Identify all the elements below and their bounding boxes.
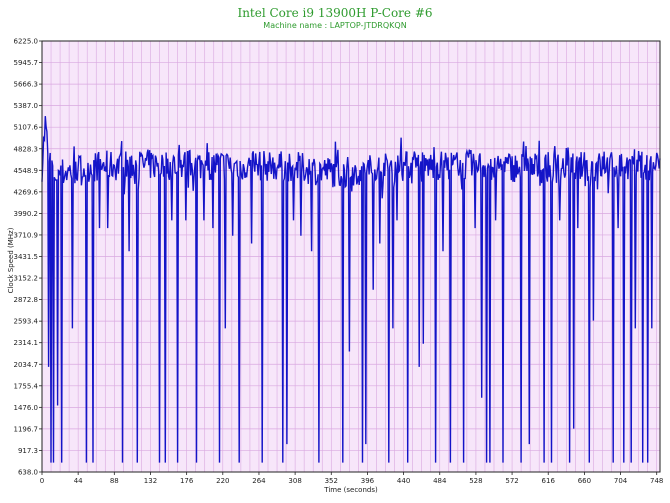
y-axis-label: Clock Speed (MHz) [7,227,15,293]
x-tick-label: 132 [144,477,157,485]
y-tick-label: 3710.9 [14,231,39,239]
x-tick-label: 44 [74,477,83,485]
y-tick-label: 4269.6 [14,188,39,196]
x-tick-label: 660 [578,477,591,485]
y-tick-label: 2593.4 [14,318,39,326]
y-tick-label: 3152.2 [14,275,39,283]
y-tick-label: 5666.3 [14,81,39,89]
x-tick-label: 528 [469,477,482,485]
x-tick-label: 88 [110,477,119,485]
x-tick-label: 352 [325,477,338,485]
x-tick-label: 440 [397,477,410,485]
x-tick-label: 704 [614,477,628,485]
x-tick-label: 572 [505,477,518,485]
y-tick-label: 1196.7 [14,425,39,433]
y-tick-label: 638.0 [18,469,38,477]
x-tick-label: 264 [252,477,266,485]
x-axis: 0 44 88 132 176 220 264 308 352 396 440 484 528 572 61… [40,472,663,485]
x-tick-label: 308 [288,477,301,485]
series-line [41,116,661,463]
x-tick-label: 616 [542,477,556,485]
x-tick-label: 0 [40,477,44,485]
x-tick-label: 396 [361,477,375,485]
chart-subtitle: Machine name : LAPTOP-JTDRQKQN [263,21,407,30]
y-tick-label: 2872.8 [14,296,39,304]
plot-border [41,40,661,473]
x-tick-label: 220 [216,477,229,485]
y-tick-label: 1755.4 [14,382,39,390]
y-tick-label: 5387.0 [14,102,39,110]
x-axis-label: Time (seconds) [323,486,378,494]
y-tick-label: 5107.6 [14,124,39,132]
x-tick-label: 484 [433,477,447,485]
grid [42,41,660,472]
y-tick-label: 5945.7 [14,59,39,67]
y-tick-label: 917.3 [18,447,38,455]
y-tick-label: 3431.5 [14,253,39,261]
x-tick-label: 748 [650,477,663,485]
y-tick-label: 4828.3 [14,145,39,153]
x-tick-label: 176 [180,477,194,485]
y-tick-label: 4548.9 [14,167,39,175]
y-tick-label: 2314.1 [14,339,39,347]
y-axis: 638.0 917.3 1196.7 1476.0 1755.4 2034.7 2314.1… [14,38,42,477]
chart-title: Intel Core i9 13900H P-Core #6 [237,6,433,20]
y-tick-label: 3990.2 [14,210,39,218]
y-tick-label: 6225.0 [14,38,39,46]
y-tick-label: 1476.0 [14,404,39,412]
y-tick-label: 2034.7 [14,361,39,369]
